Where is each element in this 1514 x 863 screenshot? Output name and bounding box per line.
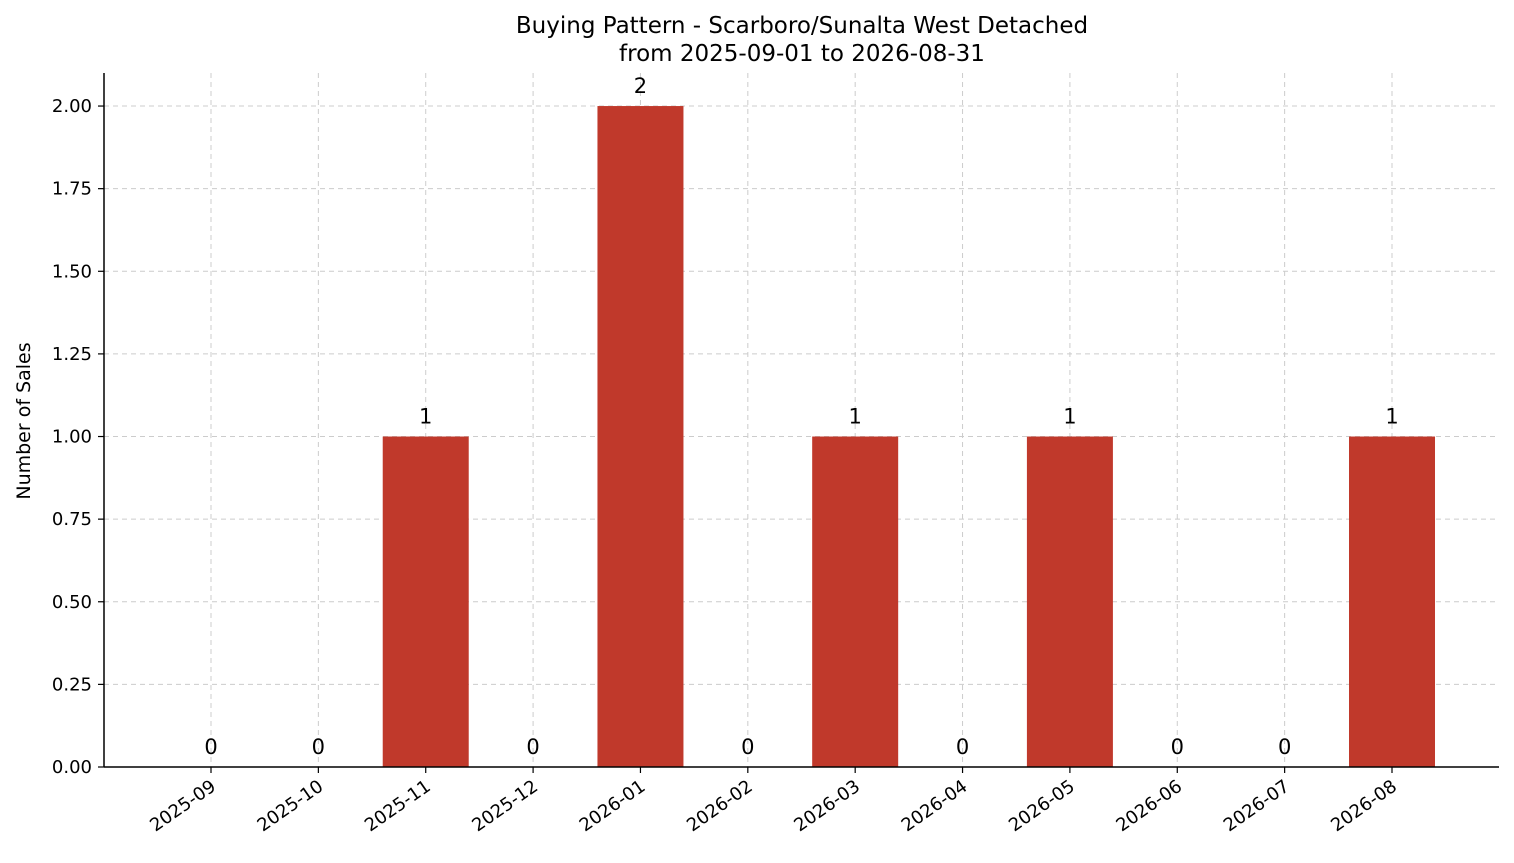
y-tick-label: 0.50 xyxy=(52,592,92,613)
bars xyxy=(382,106,1435,768)
data-label-2026-05: 1 xyxy=(1063,405,1076,429)
x-tick-label: 2026-05 xyxy=(1005,776,1079,836)
bar-2025-11 xyxy=(382,436,469,767)
y-tick-label: 1.75 xyxy=(52,179,92,200)
x-tick-label: 2025-12 xyxy=(468,776,542,836)
x-tick-label: 2026-03 xyxy=(790,776,864,836)
chart-subtitle: from 2025-09-01 to 2026-08-31 xyxy=(619,41,985,67)
data-label-2025-11: 1 xyxy=(419,405,432,429)
y-tick-label: 0.75 xyxy=(52,509,92,530)
data-label-2026-03: 1 xyxy=(848,405,861,429)
x-tick-label: 2025-11 xyxy=(361,776,435,836)
y-tick-label: 0.00 xyxy=(52,757,92,778)
x-tick-label: 2026-07 xyxy=(1220,776,1294,836)
x-tick-label: 2026-04 xyxy=(898,776,972,836)
y-tick-label: 2.00 xyxy=(52,96,92,117)
x-tick-label: 2025-09 xyxy=(146,776,220,836)
x-tick-label: 2026-02 xyxy=(683,776,757,836)
data-label-2025-12: 0 xyxy=(526,735,539,759)
bar-2026-03 xyxy=(812,436,899,767)
y-axis-label: Number of Sales xyxy=(13,342,35,499)
x-tick-label: 2026-01 xyxy=(576,776,650,836)
x-tick-label: 2026-08 xyxy=(1327,776,1401,836)
bar-2026-08 xyxy=(1349,436,1435,767)
data-label-2026-02: 0 xyxy=(741,735,754,759)
y-tick-label: 1.25 xyxy=(52,344,92,365)
y-tick-label: 1.50 xyxy=(52,261,92,282)
bar-2026-01 xyxy=(597,106,684,768)
grid-lines xyxy=(104,73,1499,768)
data-labels: 0 0 1 0 2 0 1 0 1 0 0 1 xyxy=(204,74,1398,759)
axes: 0.00 0.25 0.50 0.75 1.00 1.25 1.50 1.75 2.00 2025… xyxy=(52,73,1499,836)
x-tick-label: 2025-10 xyxy=(254,776,328,836)
y-tick-label: 1.00 xyxy=(52,427,92,448)
data-label-2026-04: 0 xyxy=(956,735,969,759)
data-label-2026-07: 0 xyxy=(1278,735,1291,759)
bar-2026-05 xyxy=(1026,436,1113,767)
data-label-2026-08: 1 xyxy=(1385,405,1398,429)
x-tick-label: 2026-06 xyxy=(1112,776,1186,836)
y-tick-label: 0.25 xyxy=(52,674,92,695)
data-label-2025-10: 0 xyxy=(312,735,325,759)
chart-title: Buying Pattern - Scarboro/Sunalta West D… xyxy=(516,13,1088,39)
data-label-2026-01: 2 xyxy=(634,74,647,98)
data-label-2025-09: 0 xyxy=(204,735,217,759)
data-label-2026-06: 0 xyxy=(1171,735,1184,759)
